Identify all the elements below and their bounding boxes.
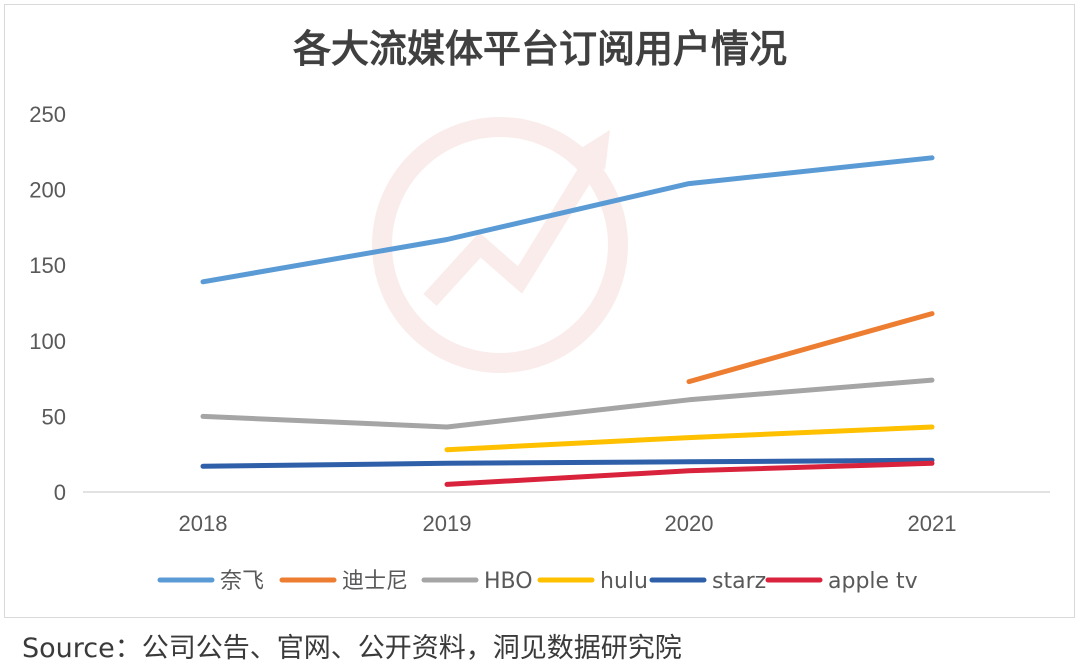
series-line <box>200 457 935 469</box>
x-tick-labels: 2018 2019 2020 2021 <box>179 511 957 536</box>
y-tick-label: 150 <box>29 253 66 278</box>
series-line <box>444 424 935 453</box>
legend-label: 迪士尼 <box>342 569 408 594</box>
series-line <box>200 155 935 285</box>
y-tick-label: 50 <box>42 404 66 429</box>
x-tick-label: 2021 <box>908 511 957 536</box>
y-tick-label: 100 <box>29 329 66 354</box>
series-line <box>444 460 935 487</box>
series-line <box>686 311 935 385</box>
y-tick-label: 200 <box>29 178 66 203</box>
legend-label: hulu <box>600 569 648 594</box>
legend-label: apple tv <box>828 569 918 594</box>
chart-title: 各大流媒体平台订阅用户情况 <box>293 27 787 71</box>
legend-label: starz <box>712 569 766 594</box>
x-tick-label: 2020 <box>665 511 714 536</box>
legend-label: HBO <box>484 569 533 594</box>
legend-label: 奈飞 <box>220 569 264 594</box>
series-lines <box>200 155 935 487</box>
chart-frame <box>4 4 1075 618</box>
series-line <box>200 377 935 430</box>
y-tick-label: 250 <box>29 102 66 127</box>
y-tick-label: 0 <box>54 480 66 505</box>
x-tick-label: 2019 <box>423 511 472 536</box>
x-tick-label: 2018 <box>179 511 228 536</box>
y-tick-labels: 0 50 100 150 200 250 <box>29 102 66 505</box>
legend: 奈飞 迪士尼 HBO hulu starz apple tv <box>157 569 918 594</box>
source-note: Source：公司公告、官网、公开资料，洞见数据研究院 <box>22 633 682 664</box>
